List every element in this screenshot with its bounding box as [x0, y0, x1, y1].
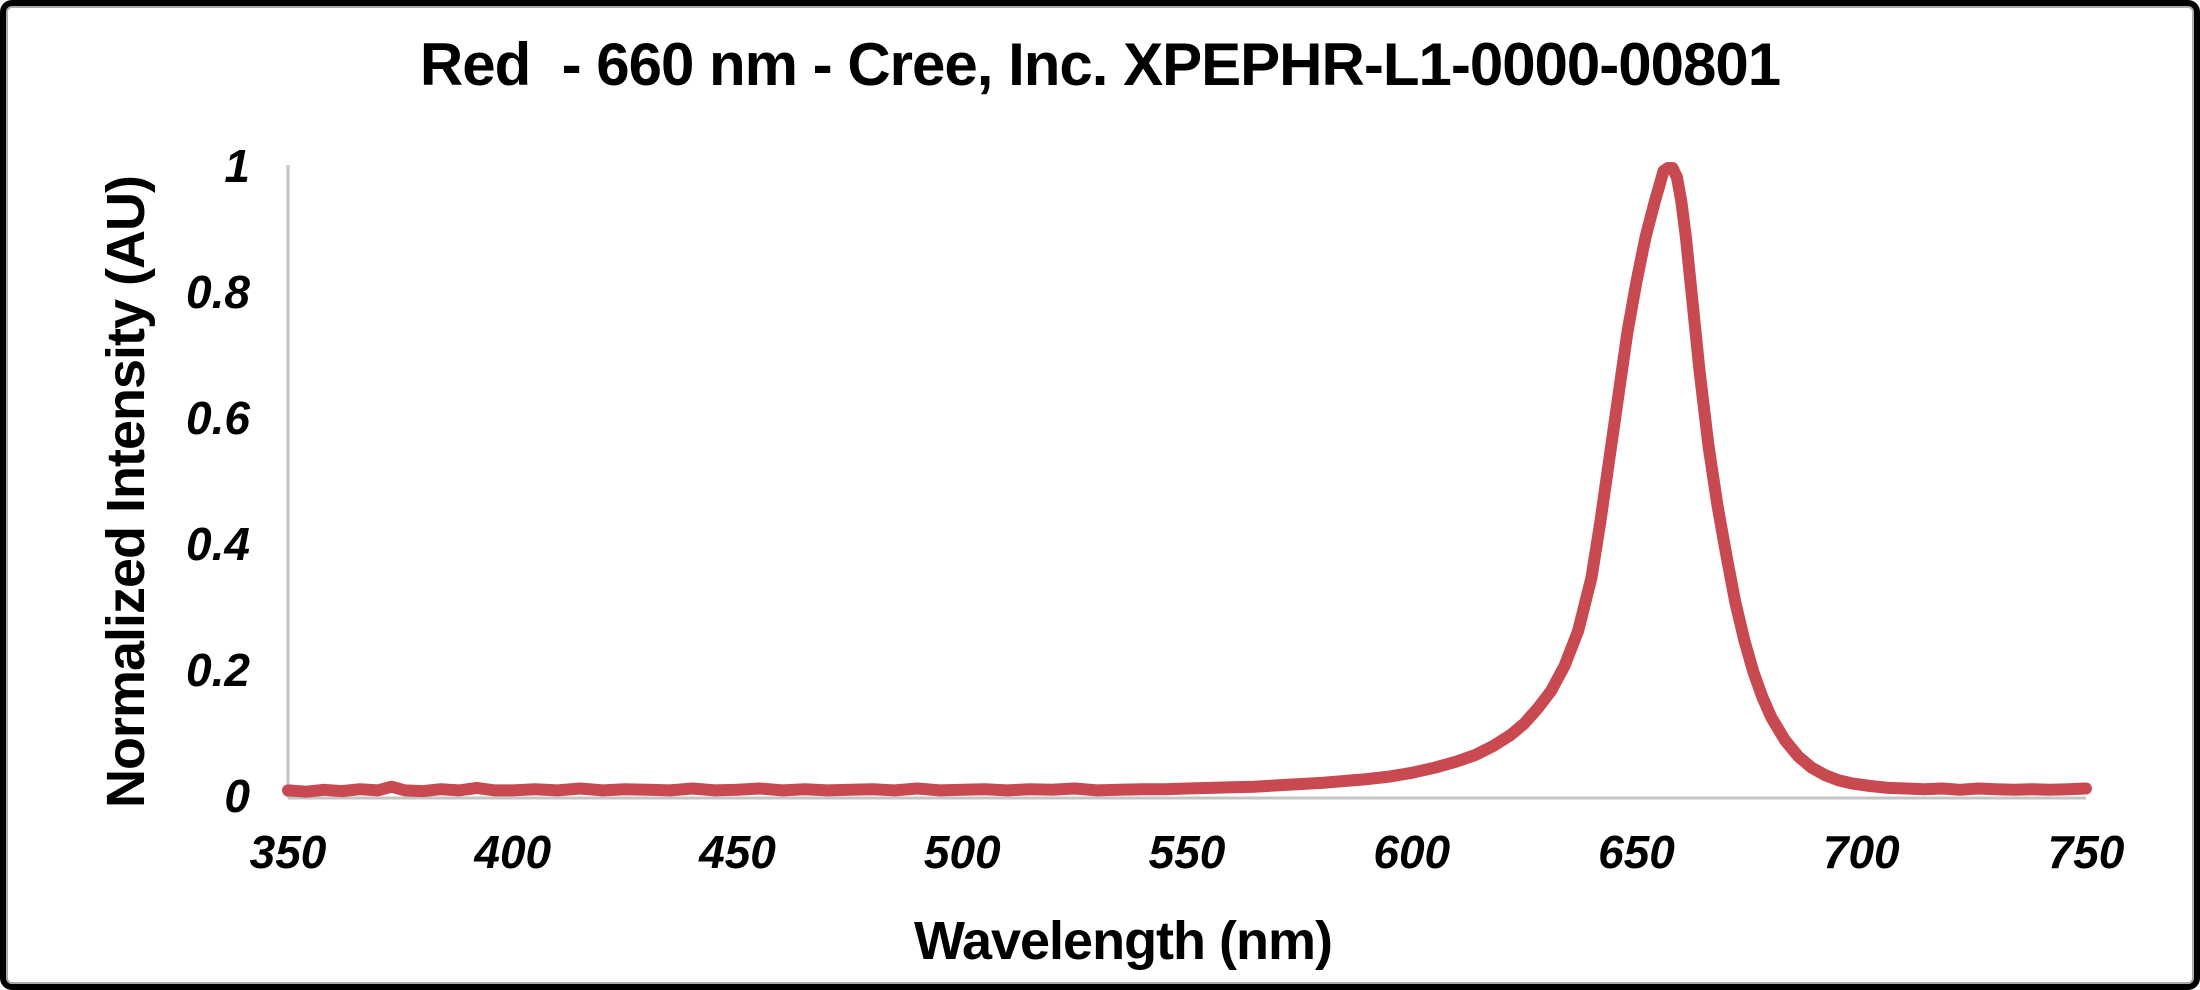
y-tick-label: 0.4: [186, 518, 250, 570]
x-tick-label: 450: [699, 826, 776, 878]
chart-title: Red - 660 nm - Cree, Inc. XPEPHR-L1-0000…: [419, 31, 1781, 98]
y-tick-label: 0.2: [186, 644, 250, 696]
x-tick-label: 750: [2047, 826, 2125, 878]
y-tick-label: 0.8: [186, 266, 250, 318]
x-tick-label: 500: [923, 826, 1001, 878]
x-tick-label: 350: [249, 826, 327, 878]
x-tick-label: 400: [474, 826, 552, 878]
x-tick-label: 650: [1598, 826, 1675, 878]
x-axis-title: Wavelength (nm): [913, 911, 1333, 971]
x-tick-label: 700: [1822, 826, 1900, 878]
y-tick-label: 0.6: [186, 392, 250, 444]
y-tick-label: 0: [224, 770, 250, 822]
y-tick-label: 1: [224, 140, 250, 192]
spectrum-curve: [282, 162, 2092, 798]
x-tick-label: 550: [1148, 826, 1226, 878]
x-tick-label: 600: [1373, 826, 1451, 878]
